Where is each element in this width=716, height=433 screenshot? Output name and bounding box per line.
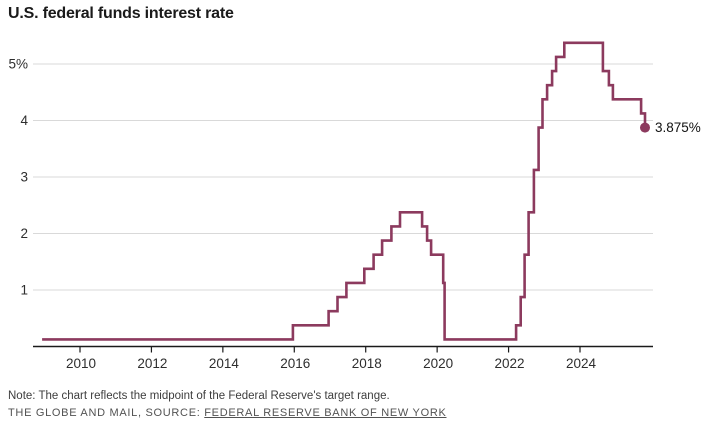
attribution-prefix: THE GLOBE AND MAIL, SOURCE: (8, 407, 205, 419)
x-tick-label: 2020 (423, 356, 453, 371)
y-tick-label: 1 (20, 283, 28, 298)
x-tick-label: 2022 (495, 356, 525, 371)
source-link[interactable]: FEDERAL RESERVE BANK OF NEW YORK (204, 407, 447, 419)
y-tick-label: 5% (8, 57, 28, 72)
x-tick-label: 2010 (66, 356, 96, 371)
x-tick-label: 2018 (352, 356, 382, 371)
end-point-dot (639, 122, 650, 133)
y-tick-label: 3 (20, 170, 28, 185)
chart-note: Note: The chart reflects the midpoint of… (8, 390, 390, 402)
y-tick-label: 2 (20, 226, 28, 241)
chart-title: U.S. federal funds interest rate (8, 5, 234, 22)
attribution: THE GLOBE AND MAIL, SOURCE: FEDERAL RESE… (8, 407, 447, 419)
x-tick-label: 2016 (280, 356, 310, 371)
x-tick-label: 2012 (137, 356, 167, 371)
end-value-label: 3.875% (655, 120, 701, 135)
x-tick-label: 2014 (209, 356, 240, 371)
x-tick-label: 2024 (566, 356, 597, 371)
y-tick-label: 4 (20, 113, 28, 128)
rate-step-line (42, 41, 647, 341)
